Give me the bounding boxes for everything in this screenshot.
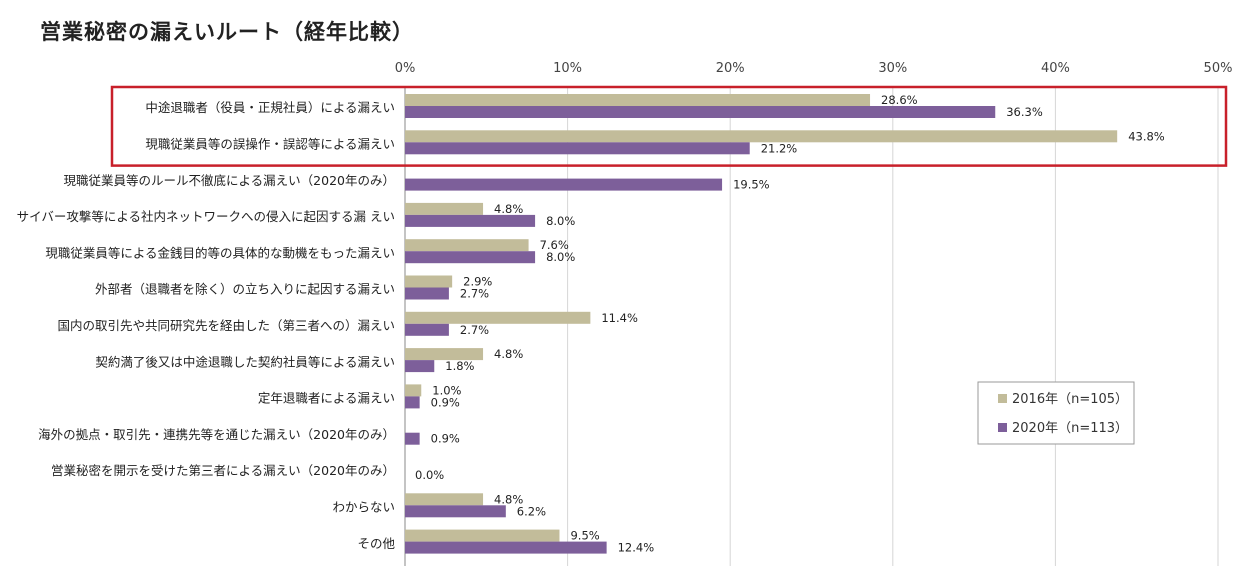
chart-title: 営業秘密の漏えいルート（経年比較） [40,20,414,44]
category-label: 契約満了後又は中途退職した契約社員等による漏えい [95,354,395,369]
legend-label: 2016年（n=105） [1012,392,1128,407]
value-label: 11.4% [601,311,638,325]
legend-swatch-2016 [998,394,1007,403]
bar-2020 [405,106,996,118]
x-tick-label: 0% [395,61,416,76]
value-label: 12.4% [618,541,655,555]
highlight-box [110,85,1228,167]
value-label: 4.8% [494,202,523,216]
value-label: 6.2% [517,504,546,518]
category-label: 海外の拠点・取引先・連携先等を通じた漏えい（2020年のみ） [38,427,395,442]
category-label: その他 [357,536,395,551]
bars [405,94,1118,554]
bar-2020 [405,178,723,191]
value-label: 0.0% [415,468,444,482]
value-label: 2.7% [460,323,489,337]
value-label: 2.9% [463,275,492,289]
bar-2016 [405,239,529,252]
value-label: 28.6% [881,93,918,107]
value-label: 7.6% [540,238,569,252]
value-label: 36.3% [1006,105,1043,119]
value-label: 21.2% [761,141,798,155]
value-label: 0.9% [431,432,460,446]
category-label: 国内の取引先や共同研究先を経由した（第三者への）漏えい [57,318,395,333]
bar-2016 [405,311,591,324]
category-label: 中途退職者（役員・正規社員）による漏えい [145,100,395,115]
bar-2020 [405,505,506,518]
bar-2016 [405,529,560,542]
bar-2020 [405,396,420,409]
bar-2020 [405,142,750,155]
highlight-frame [110,85,1228,167]
legend-box [977,381,1135,445]
value-label: 8.0% [546,250,575,264]
bar-2020 [405,323,449,336]
x-tick-label: 30% [878,61,907,76]
bar-2020 [405,541,607,554]
category-label: 現職従業員等のルール不徹底による漏えい（2020年のみ） [64,173,395,188]
value-label: 4.8% [494,492,523,506]
value-labels: 28.6%36.3%43.8%21.2%19.5%4.8%8.0%7.6%8.0… [415,93,1165,555]
bar-2016 [405,493,484,506]
legend: 2016年（n=105） 2020年（n=113） [977,381,1135,445]
value-label: 19.5% [733,178,770,192]
bar-2016 [405,275,453,288]
category-label: サイバー攻撃等による社内ネットワークへの侵入に起因する漏 えい [17,209,395,224]
value-label: 43.8% [1128,129,1165,143]
x-tick-label: 50% [1204,61,1233,76]
x-tick-label: 10% [553,61,582,76]
bar-2020 [405,214,536,227]
x-tick-label: 20% [716,61,745,76]
bar-2016 [405,202,484,215]
bar-2016 [405,130,1118,143]
value-label: 1.0% [432,383,461,397]
value-label: 4.8% [494,347,523,361]
bar-2016 [405,94,871,106]
bar-2020 [405,251,536,264]
value-label: 0.9% [431,395,460,409]
category-label: 外部者（退職者を除く）の立ち入りに起因する漏えい [95,282,395,297]
x-tick-label: 40% [1041,61,1070,76]
value-label: 9.5% [570,529,599,543]
value-label: 2.7% [460,287,489,301]
bar-2020 [405,360,435,373]
bar-2016 [405,384,422,397]
bar-2020 [405,287,449,300]
value-label: 1.8% [445,359,474,373]
value-label: 8.0% [546,214,575,228]
bar-2020 [405,432,420,445]
category-labels: 中途退職者（役員・正規社員）による漏えい現職従業員等の誤操作・誤認等による漏えい… [17,100,396,551]
category-label: 定年退職者による漏えい [258,391,395,406]
bar-2016 [405,348,484,361]
legend-label: 2020年（n=113） [1012,421,1128,436]
category-label: 現職従業員等による金銭目的等の具体的な動機をもった漏えい [45,245,395,260]
legend-swatch-2020 [998,423,1007,432]
category-label: 現職従業員等の誤操作・誤認等による漏えい [145,136,395,151]
category-label: 営業秘密を開示を受けた第三者による漏えい（2020年のみ） [51,463,395,478]
category-label: わからない [332,499,395,514]
